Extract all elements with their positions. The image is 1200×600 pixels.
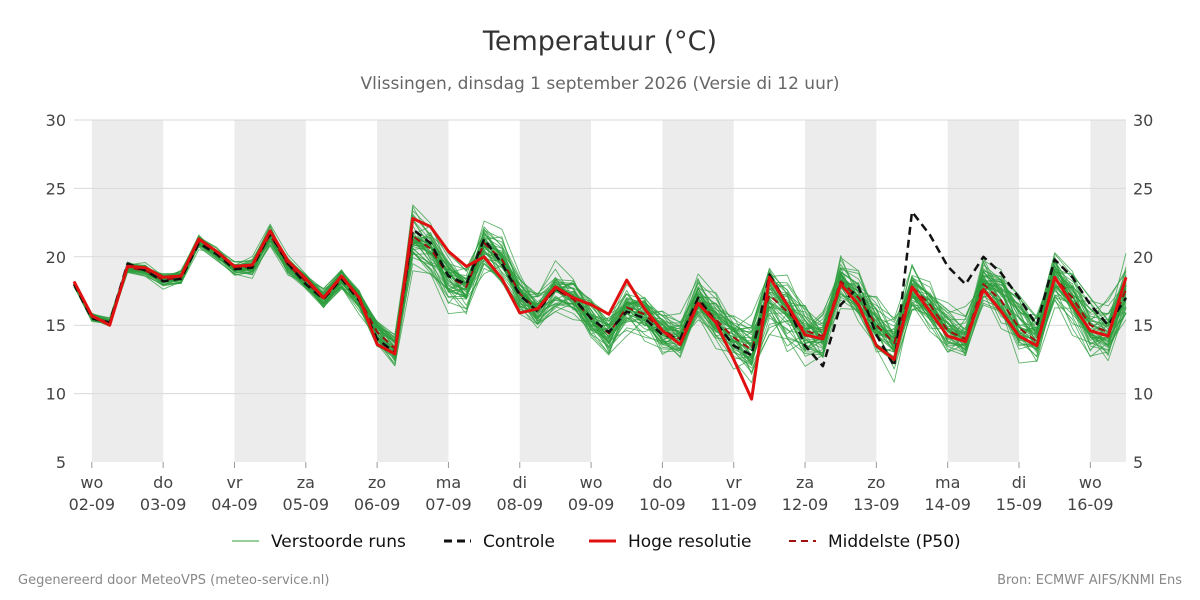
x-tick-date: 02-09 [69, 495, 116, 514]
ensemble-member-line [73, 232, 1127, 365]
x-tick-date: 06-09 [354, 495, 401, 514]
legend-control-label: Controle [483, 532, 555, 552]
x-tick-day: do [652, 473, 672, 492]
x-tick-date: 13-09 [853, 495, 900, 514]
x-tick-day: di [1012, 473, 1027, 492]
y-tick-left: 20 [46, 248, 66, 267]
x-tick-date: 07-09 [425, 495, 472, 514]
shaded-day-2 [234, 120, 306, 462]
x-tick-day: wo [80, 473, 103, 492]
y-tick-right: 20 [1133, 248, 1153, 267]
y-tick-right: 25 [1133, 179, 1153, 198]
y-tick-left: 25 [46, 179, 66, 198]
x-tick-day: zo [368, 473, 386, 492]
footer-source: Bron: ECMWF AIFS/KNMI Ens [997, 573, 1182, 588]
x-tick-date: 11-09 [710, 495, 757, 514]
x-tick-date: 15-09 [996, 495, 1043, 514]
ensemble-member-line [73, 235, 1127, 355]
control-line [72, 210, 1128, 368]
legend-ensemble-label: Verstoorde runs [271, 532, 406, 552]
ensemble-member-line [73, 231, 1127, 359]
x-tick-date: 05-09 [283, 495, 330, 514]
x-tick-date: 14-09 [924, 495, 971, 514]
x-tick-day: di [512, 473, 527, 492]
ensemble-member-line [73, 238, 1127, 361]
legend-high-res-label: Hoge resolutie [628, 532, 752, 552]
x-tick-day: ma [436, 473, 461, 492]
x-tick-day: wo [580, 473, 603, 492]
legend-median-label: Middelste (P50) [828, 532, 961, 552]
x-tick-day: zo [867, 473, 885, 492]
legend: Verstoorde runs Controle Hoge resolutie Mid… [232, 532, 961, 552]
x-tick-date: 08-09 [497, 495, 544, 514]
y-tick-left: 15 [46, 316, 66, 335]
main-series-lines [72, 210, 1128, 401]
x-tick-date: 04-09 [211, 495, 258, 514]
x-tick-date: 16-09 [1067, 495, 1114, 514]
high-res-line [72, 217, 1128, 401]
y-tick-left: 10 [46, 385, 66, 404]
y-axis-right: 5 10 15 20 25 30 [1133, 111, 1153, 472]
chart-subtitle: Vlissingen, dinsdag 1 september 2026 (Ve… [361, 74, 840, 94]
y-tick-left: 5 [56, 453, 66, 472]
x-axis: wo 02-09 do 03-09 vr 04-09 za 05-09 zo 06-09 ma 07-… [69, 462, 1114, 514]
x-tick-date: 12-09 [782, 495, 829, 514]
x-tick-date: 09-09 [568, 495, 615, 514]
x-tick-date: 03-09 [140, 495, 187, 514]
y-tick-right: 10 [1133, 385, 1153, 404]
y-tick-right: 15 [1133, 316, 1153, 335]
shaded-day-4 [377, 120, 449, 462]
x-tick-day: ma [935, 473, 960, 492]
weekday-shading [91, 120, 1126, 462]
y-tick-right: 5 [1133, 453, 1143, 472]
y-tick-right: 30 [1133, 111, 1153, 130]
x-tick-day: za [297, 473, 315, 492]
x-tick-day: wo [1079, 473, 1102, 492]
y-axis-left: 5 10 15 20 25 30 [46, 111, 66, 472]
chart-title: Temperatuur (°C) [482, 26, 717, 57]
x-tick-day: za [796, 473, 814, 492]
y-tick-left: 30 [46, 111, 66, 130]
x-tick-day: do [153, 473, 173, 492]
shaded-day-0 [91, 120, 164, 462]
x-tick-date: 10-09 [639, 495, 686, 514]
x-tick-day: vr [226, 473, 242, 492]
x-tick-day: vr [726, 473, 742, 492]
footer-credit: Gegenereerd door MeteoVPS (meteo-service… [18, 573, 330, 588]
